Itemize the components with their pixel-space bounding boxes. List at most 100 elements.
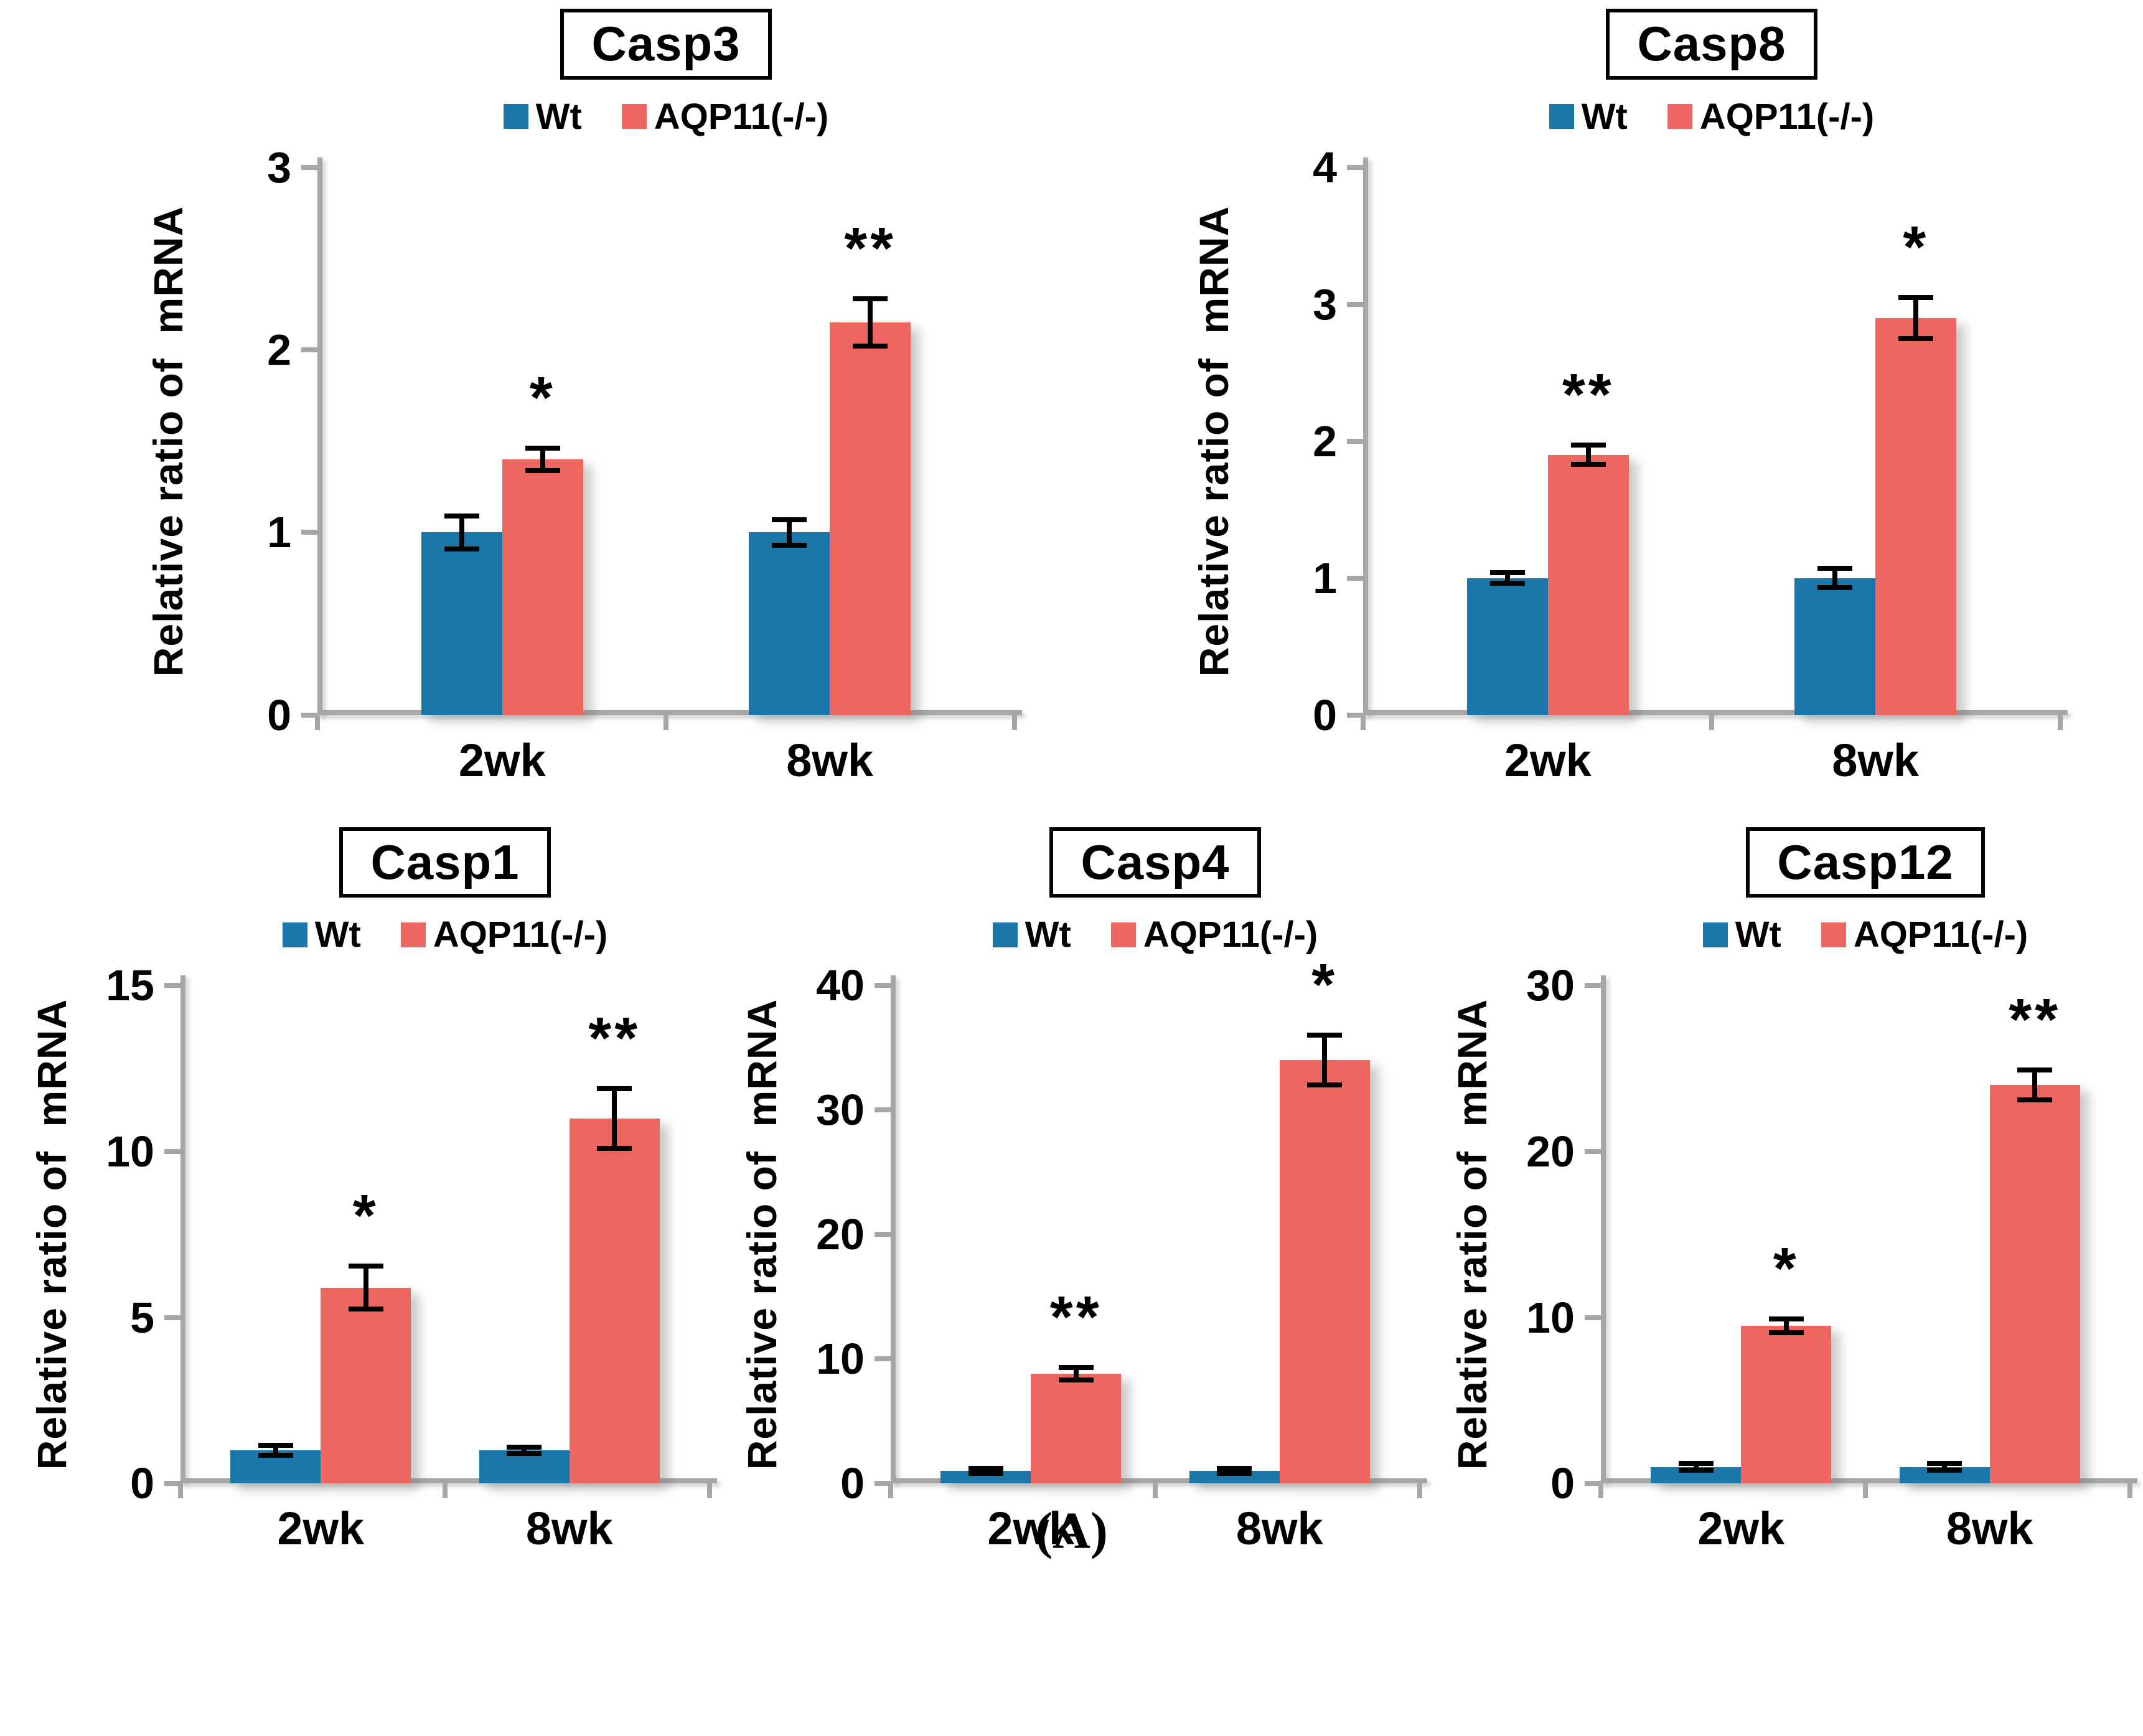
bar-wt xyxy=(1466,578,1548,715)
legend-ko-label: AQP11(-/-) xyxy=(1853,914,2028,955)
error-bar-line xyxy=(459,515,464,549)
x-tick xyxy=(888,1483,893,1499)
error-bar-line xyxy=(868,298,873,347)
error-bar-cap-top xyxy=(507,1444,542,1450)
legend-casp12: Wt AQP11(-/-) xyxy=(1702,914,2028,955)
error-bar-cap-top xyxy=(1217,1466,1252,1471)
bar-ko xyxy=(1875,317,1957,715)
y-tick xyxy=(1347,575,1363,581)
wt-swatch-icon xyxy=(282,922,307,947)
legend-item-ko: AQP11(-/-) xyxy=(1821,914,2028,955)
ko-swatch-icon xyxy=(1821,922,1846,947)
error-bar-line xyxy=(1832,568,1838,588)
error-bar-line xyxy=(1322,1035,1328,1086)
x-tick xyxy=(1863,1483,1868,1499)
ko-swatch-icon xyxy=(1110,922,1136,947)
error-bar-cap-bottom xyxy=(525,467,560,473)
significance-star: * xyxy=(1903,213,1930,280)
error-bar-cap-top xyxy=(258,1443,293,1448)
error-bar-cap-bottom xyxy=(2017,1097,2053,1103)
wt-swatch-icon xyxy=(1549,104,1574,129)
significance-star: ** xyxy=(2009,987,2061,1053)
significance-star: * xyxy=(529,365,556,431)
significance-star: * xyxy=(1773,1236,1799,1302)
x-category-label: 2wk xyxy=(458,734,546,786)
error-bar-line xyxy=(1693,1463,1699,1471)
error-bar-cap-bottom xyxy=(772,542,807,548)
significance-star: ** xyxy=(588,1005,641,1071)
y-tick-label: 15 xyxy=(106,961,154,1010)
x-tick xyxy=(1598,1483,1603,1499)
chart-title-casp8: Casp8 xyxy=(1606,9,1817,80)
significance-star: * xyxy=(352,1183,379,1249)
error-bar-cap-bottom xyxy=(1489,581,1525,586)
y-tick xyxy=(1585,1315,1601,1320)
y-tick xyxy=(1347,164,1363,170)
y-tick-label: 20 xyxy=(1526,1127,1575,1176)
legend-casp1: Wt AQP11(-/-) xyxy=(282,914,607,955)
x-tick xyxy=(1417,1483,1422,1499)
wt-swatch-icon xyxy=(1702,922,1728,947)
error-bar-cap-top xyxy=(444,513,479,518)
error-bar-cap-top xyxy=(1678,1461,1714,1466)
x-category-label: 8wk xyxy=(1236,1503,1323,1555)
y-tick-label: 10 xyxy=(816,1335,865,1384)
y-tick xyxy=(164,983,181,988)
legend-item-wt: Wt xyxy=(503,96,582,138)
x-tick xyxy=(1012,715,1017,730)
error-bar-cap-top xyxy=(1307,1033,1343,1038)
chart-casp3: Casp3 Wt AQP11(-/-) Relative ratio of mR… xyxy=(131,9,1022,783)
error-bar-line xyxy=(1913,297,1919,339)
chart-casp4: Casp4 Wt AQP11(-/-) Relative ratio of mR… xyxy=(732,827,1427,1552)
error-bar-cap-bottom xyxy=(1678,1468,1714,1473)
x-tick xyxy=(1153,1483,1158,1499)
error-bar-cap-top xyxy=(597,1086,632,1091)
y-tick xyxy=(1347,301,1363,307)
error-bar-cap-bottom xyxy=(1217,1471,1252,1476)
error-bar-line xyxy=(1073,1368,1079,1381)
y-tick-label: 1 xyxy=(267,508,291,557)
error-bar-cap-bottom xyxy=(1058,1377,1094,1383)
y-axis-title: Relative ratio of mRNA xyxy=(1191,205,1237,677)
y-tick xyxy=(875,983,891,988)
error-bar-line xyxy=(540,448,545,471)
legend-ko-label: AQP11(-/-) xyxy=(1699,96,1875,137)
significance-star: ** xyxy=(1049,1284,1102,1351)
chart-title-casp12: Casp12 xyxy=(1746,827,1985,898)
error-bar-cap-top xyxy=(1489,570,1525,575)
error-bar-cap-top xyxy=(348,1264,383,1269)
error-bar-line xyxy=(1585,445,1591,465)
y-tick-label: 5 xyxy=(130,1293,154,1342)
bar-ko xyxy=(569,1118,660,1484)
y-tick-label: 20 xyxy=(816,1210,865,1259)
x-category-label: 8wk xyxy=(1946,1503,2033,1555)
y-tick-label: 3 xyxy=(267,143,291,192)
error-bar-line xyxy=(1942,1463,1948,1471)
plot-area-casp3: 0 1 2 3 * 2wk ** 8wk xyxy=(267,146,1022,783)
x-axis-line xyxy=(317,710,1022,715)
y-tick-label: 0 xyxy=(1550,1459,1575,1508)
x-category-label: 2wk xyxy=(987,1503,1075,1555)
error-bar-cap-bottom xyxy=(258,1453,293,1458)
legend-casp3: Wt AQP11(-/-) xyxy=(503,96,828,138)
y-tick-label: 0 xyxy=(1313,690,1337,739)
chart-casp1: Casp1 Wt AQP11(-/-) Relative ratio of mR… xyxy=(22,827,717,1552)
x-category-label: 2wk xyxy=(1504,734,1592,786)
error-bar-cap-top xyxy=(968,1466,1003,1471)
error-bar-cap-bottom xyxy=(1817,585,1853,591)
error-bar-cap-bottom xyxy=(1898,335,1934,341)
bar-ko xyxy=(1279,1060,1370,1484)
chart-title-casp1: Casp1 xyxy=(339,827,551,898)
legend-item-wt: Wt xyxy=(992,914,1071,955)
y-axis-title: Relative ratio of mRNA xyxy=(28,999,75,1470)
plot-area-casp1: 0 5 10 15 * 2wk ** 8wk xyxy=(106,964,717,1552)
y-tick xyxy=(301,347,317,353)
legend-casp8: Wt AQP11(-/-) xyxy=(1549,96,1874,138)
x-tick xyxy=(2127,1483,2132,1499)
x-tick xyxy=(1709,715,1714,730)
y-tick-label: 1 xyxy=(1313,553,1337,603)
error-bar-cap-top xyxy=(1768,1316,1804,1322)
legend-wt-label: Wt xyxy=(1735,914,1781,955)
y-tick xyxy=(1585,1149,1601,1155)
bar-wt xyxy=(749,532,830,715)
